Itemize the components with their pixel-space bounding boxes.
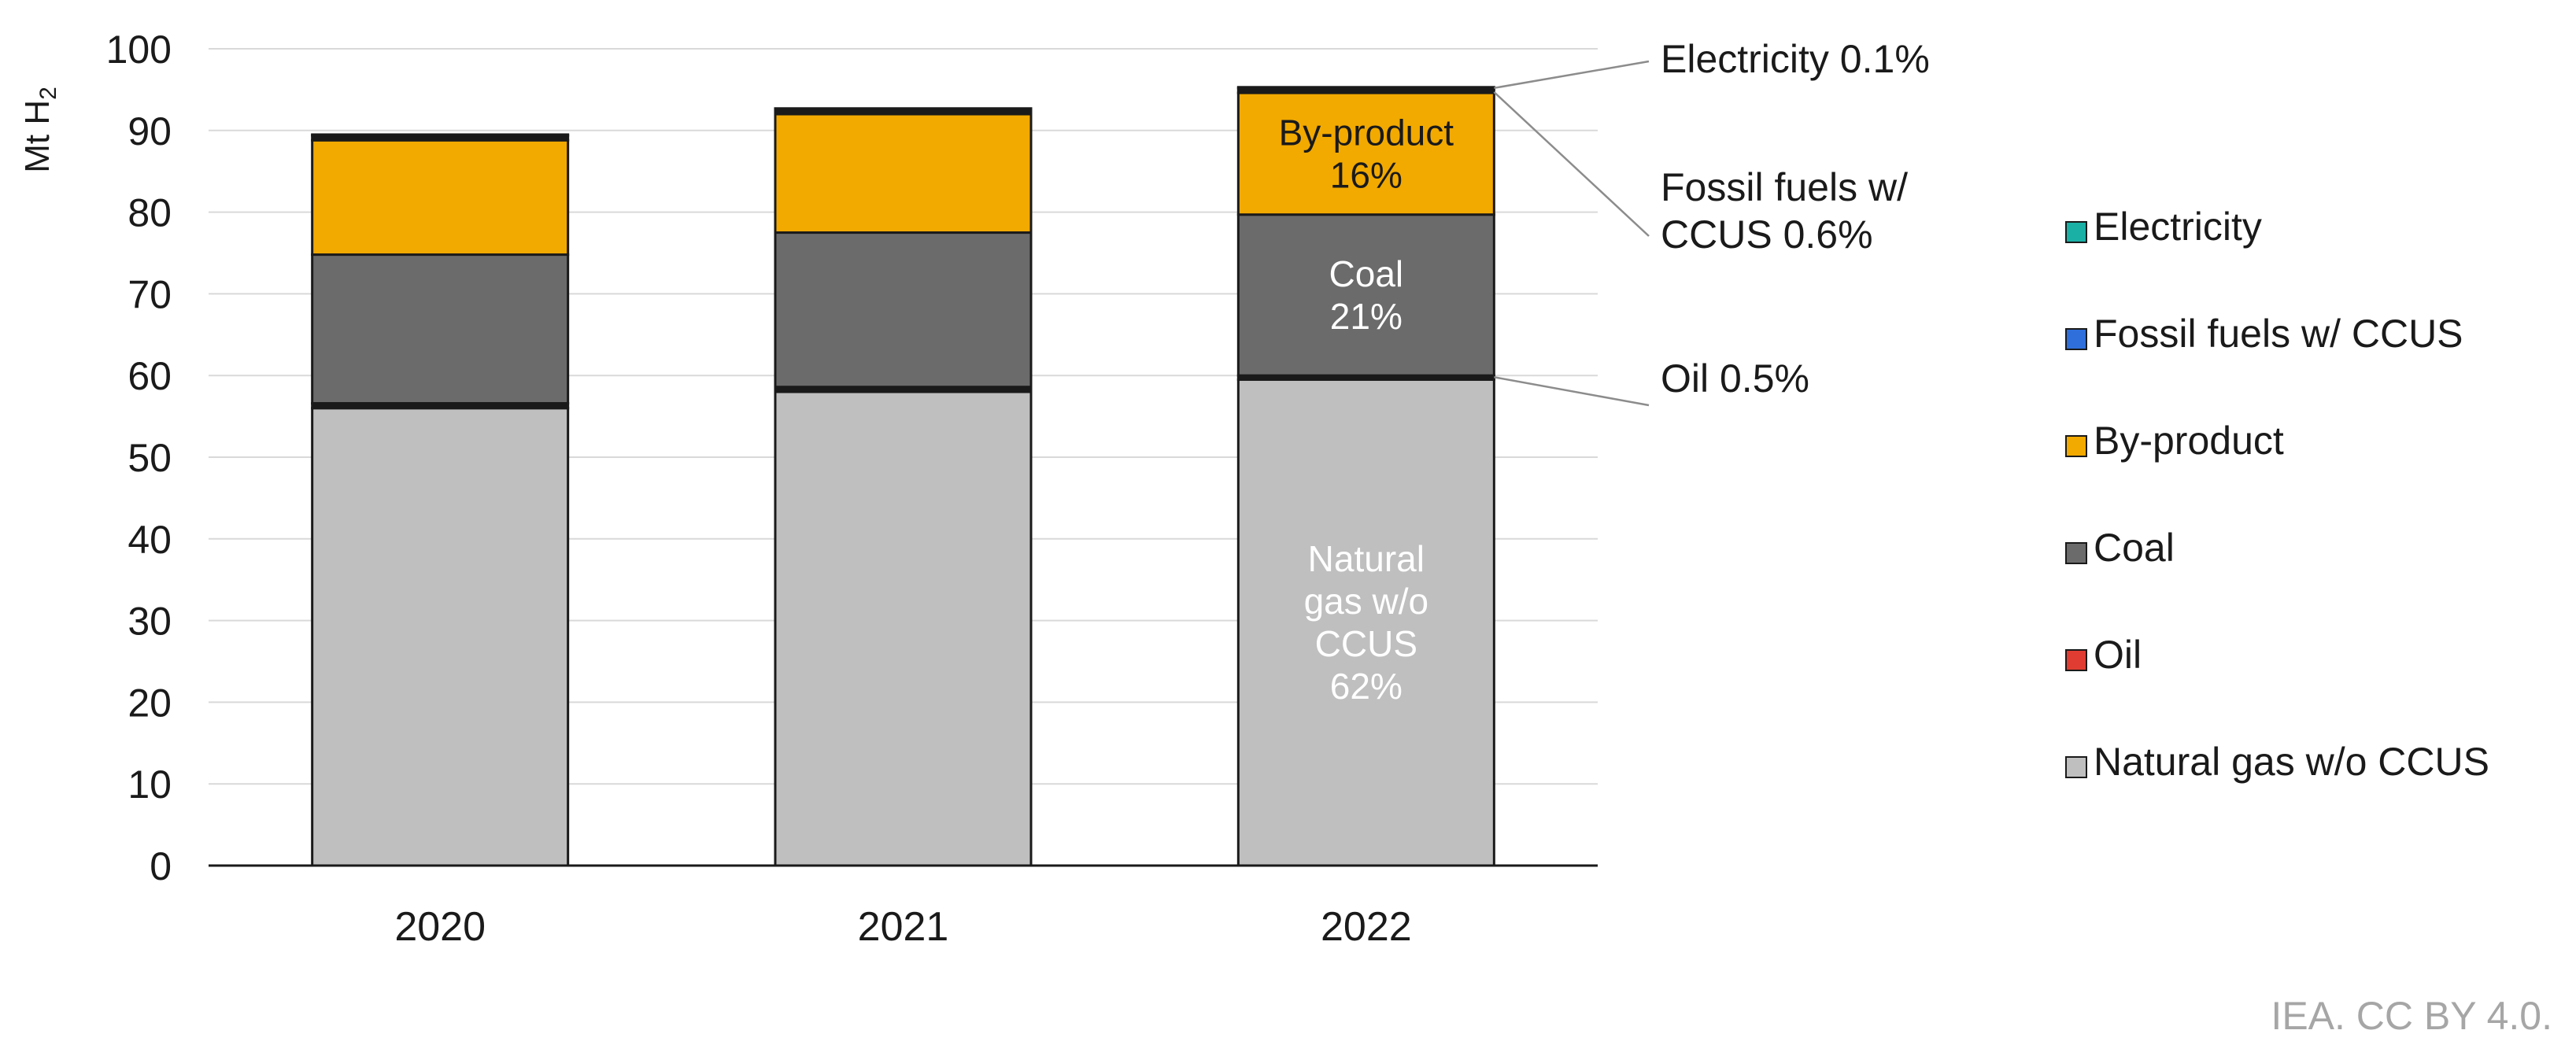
bar-2022-coal: [1236, 213, 1495, 377]
bar-label-natural-gas-w-o-ccus: Natural gas w/o CCUS 62%: [1304, 538, 1429, 707]
legend-label: Oil: [2094, 633, 2142, 677]
y-tick-label-10: 10: [128, 762, 172, 807]
y-tick-label-0: 0: [150, 844, 172, 888]
y-tick-label-70: 70: [128, 272, 172, 316]
bar-2021-natural-gas-w-o-ccus: [774, 390, 1033, 867]
legend-label: By-product: [2094, 419, 2284, 463]
x-tick-label-2021: 2021: [858, 904, 949, 950]
legend-swatch: [2065, 221, 2087, 243]
legend-label: Natural gas w/o CCUS: [2094, 740, 2489, 784]
bar-2020-by-product: [311, 138, 570, 257]
legend-label: Fossil fuels w/ CCUS: [2094, 312, 2463, 356]
y-tick-label-50: 50: [128, 436, 172, 480]
y-tick-label-100: 100: [106, 28, 172, 72]
y-tick-label-40: 40: [128, 518, 172, 562]
x-tick-label-2022: 2022: [1321, 904, 1412, 950]
legend-swatch: [2065, 435, 2087, 457]
bar-2022-by-product: [1236, 91, 1495, 216]
y-tick-label-30: 30: [128, 600, 172, 644]
callout-label: Electricity 0.1%: [1661, 37, 1930, 81]
y-tick-label-90: 90: [128, 109, 172, 153]
callout-label: Fossil fuels w/CCUS 0.6%: [1661, 165, 1908, 257]
legend-swatch: [2065, 542, 2087, 564]
x-tick-label-2020: 2020: [394, 904, 486, 950]
legend-label: Coal: [2094, 526, 2175, 570]
legend-swatch: [2065, 649, 2087, 671]
bar-2021-coal: [774, 231, 1033, 389]
bar-2021-by-product: [774, 113, 1033, 234]
bar-label-by-product: By-product 16%: [1279, 112, 1454, 195]
bar-2022-natural-gas-w-o-ccus: [1236, 378, 1495, 867]
y-tick-label-60: 60: [128, 354, 172, 398]
callout-leader-line: [1494, 60, 1650, 90]
bar-2022-electricity: [1236, 86, 1495, 90]
callout-leader-line: [1493, 91, 1650, 237]
legend-label: Electricity: [2094, 205, 2262, 249]
legend-swatch: [2065, 328, 2087, 350]
callout-label: Oil 0.5%: [1661, 356, 1809, 401]
y-tick-label-80: 80: [128, 191, 172, 235]
bar-2020-coal: [311, 253, 570, 404]
y-tick-label-20: 20: [128, 681, 172, 725]
bar-label-coal: Coal 21%: [1329, 253, 1404, 337]
source-credit: IEA. CC BY 4.0.: [2271, 994, 2552, 1038]
y-axis-label: Mt H2: [18, 87, 61, 173]
legend-swatch: [2065, 756, 2087, 778]
bar-2020-natural-gas-w-o-ccus: [311, 407, 570, 867]
callout-leader-line: [1494, 376, 1650, 407]
